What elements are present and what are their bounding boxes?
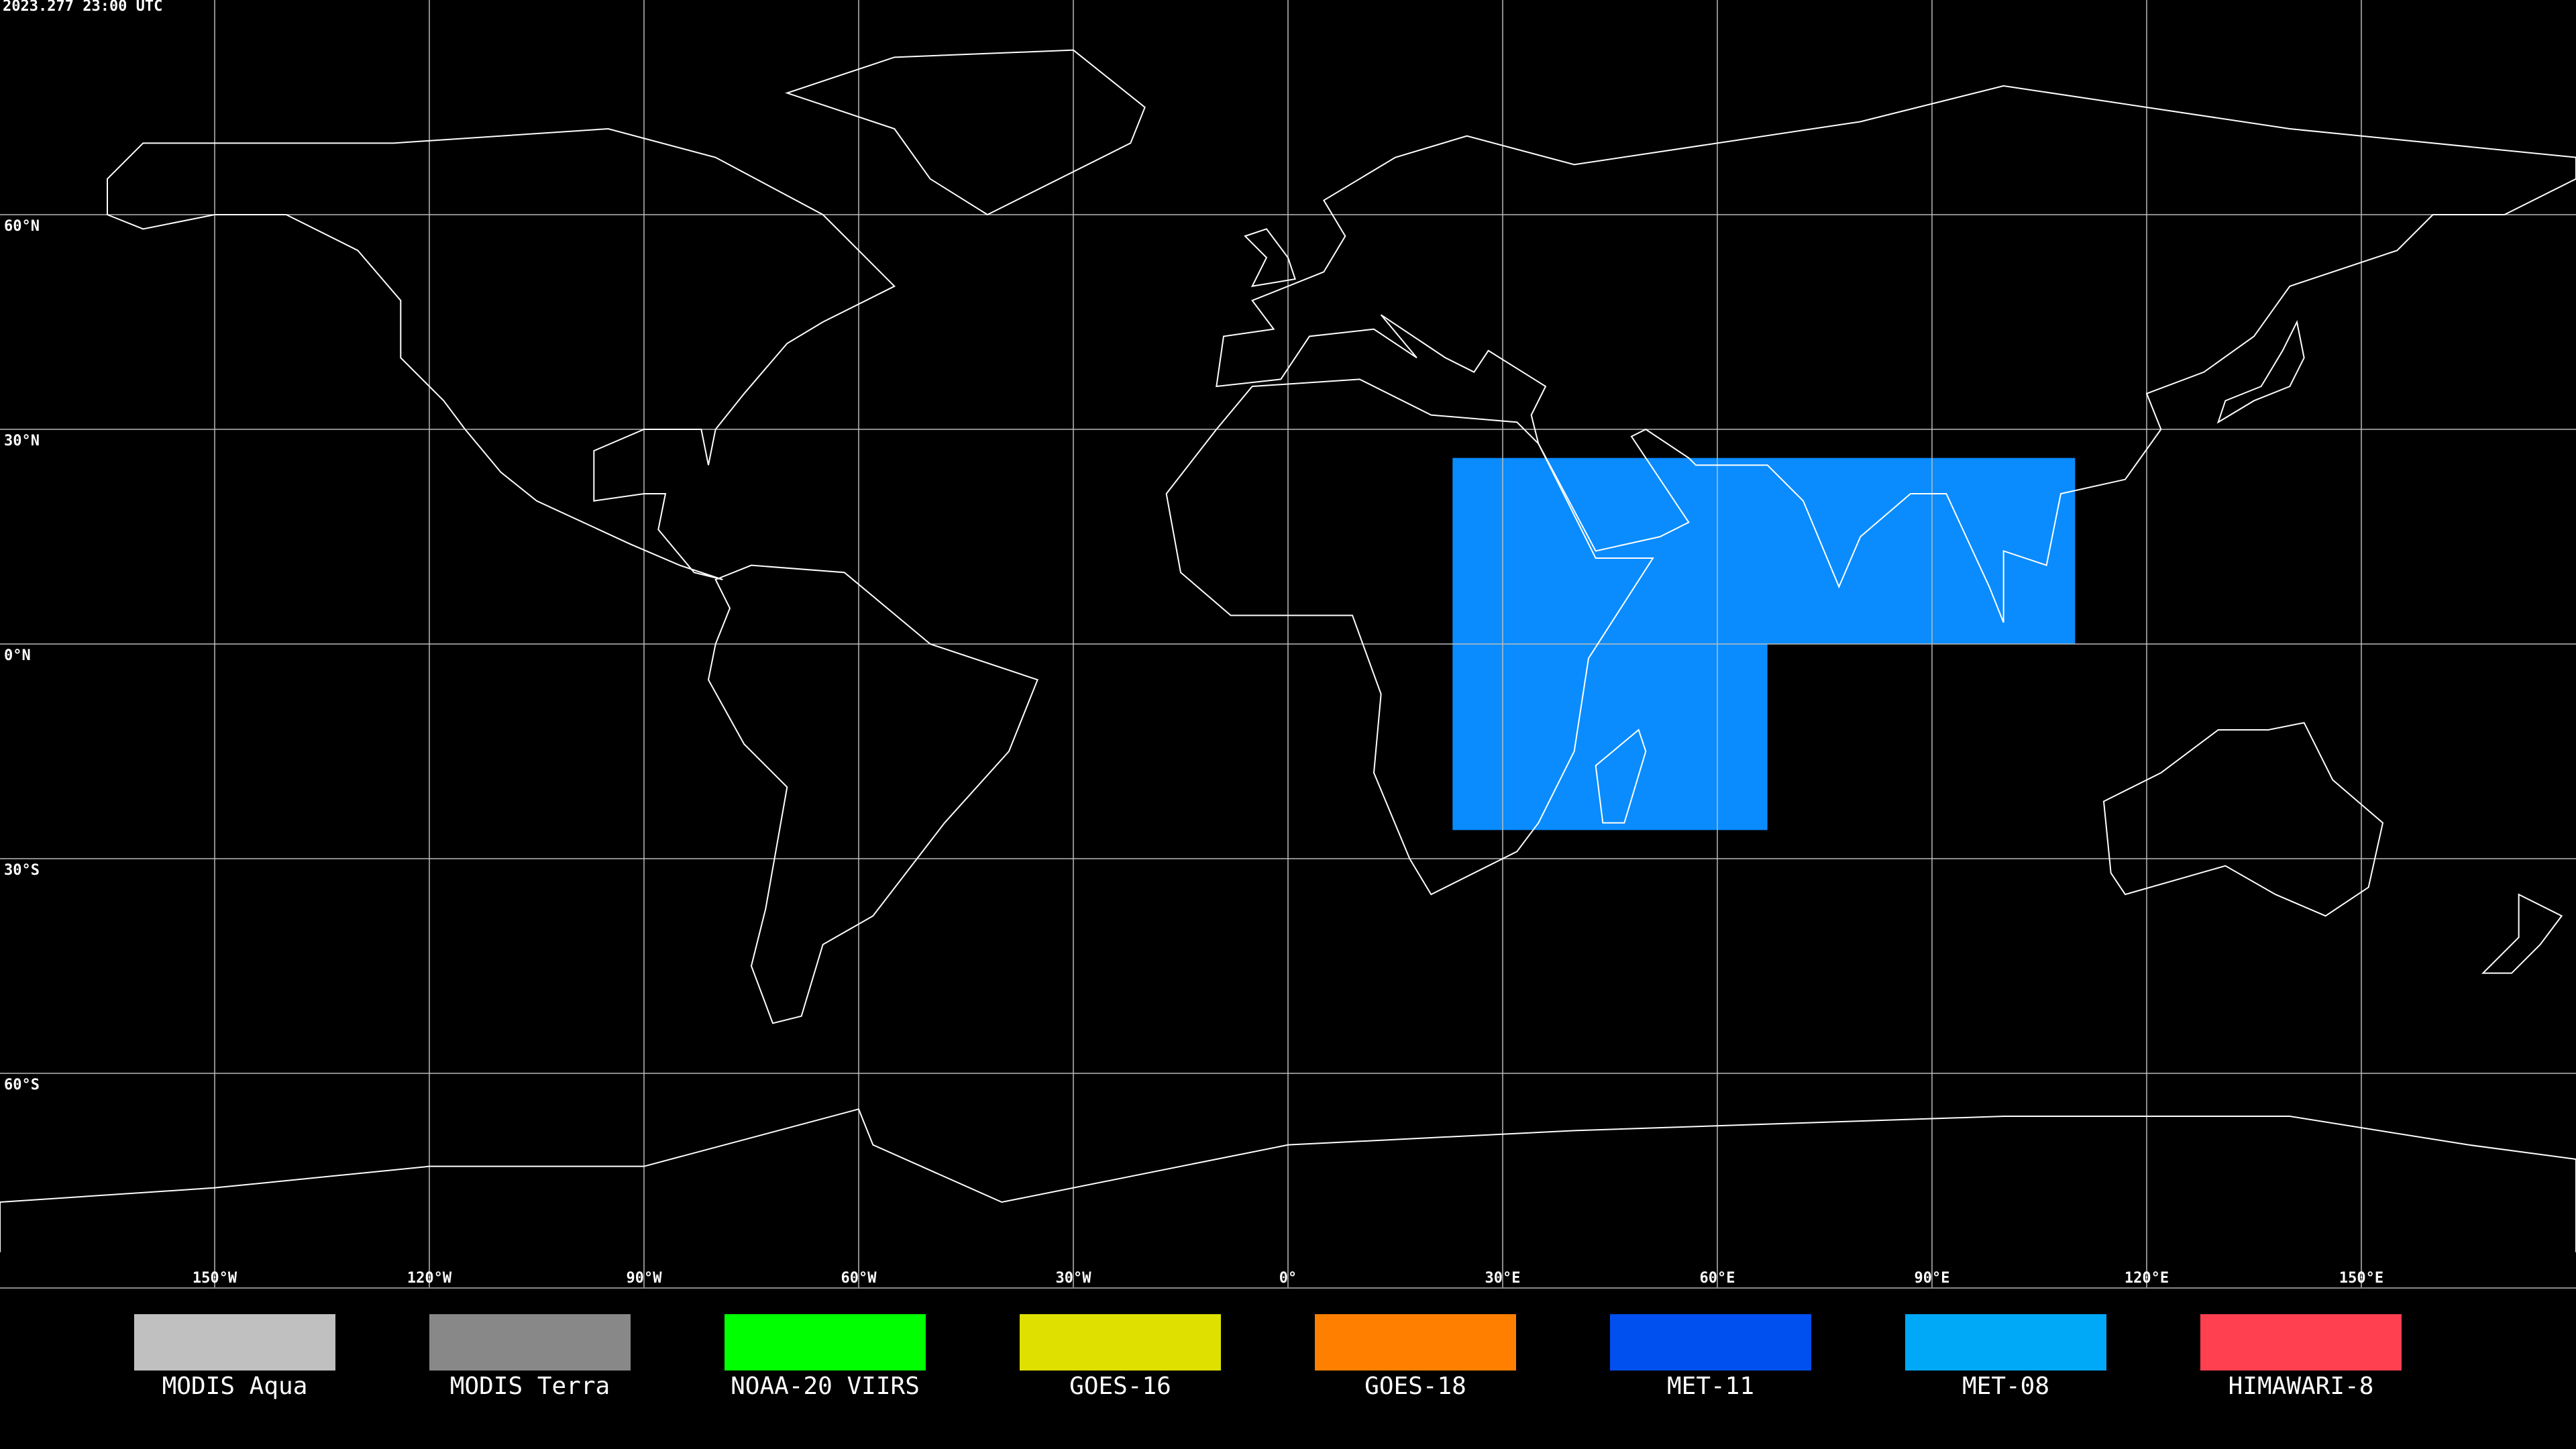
lat-label: 60°S bbox=[4, 1077, 40, 1093]
legend: MODIS Aqua MODIS Terra NOAA-20 VIIRS GOES-1… bbox=[134, 1314, 2402, 1400]
africa bbox=[1167, 379, 1653, 894]
legend-label: MET-08 bbox=[1962, 1373, 2049, 1400]
legend-label: MET-11 bbox=[1667, 1373, 1754, 1400]
legend-swatch bbox=[429, 1314, 631, 1371]
lat-label: 30°N bbox=[4, 433, 40, 449]
north-america bbox=[107, 129, 894, 580]
legend-label: HIMAWARI-8 bbox=[2229, 1373, 2374, 1400]
madagascar bbox=[1596, 730, 1646, 823]
lon-label: 150°W bbox=[193, 1270, 237, 1287]
lon-label: 120°W bbox=[407, 1270, 452, 1287]
lon-label: 90°W bbox=[627, 1270, 663, 1287]
coverage-region bbox=[1452, 644, 1768, 830]
coverage-region bbox=[1452, 458, 2076, 644]
lat-label: 0°N bbox=[4, 647, 31, 664]
britain bbox=[1245, 229, 1295, 286]
legend-swatch bbox=[1610, 1314, 1811, 1371]
lat-label: 30°S bbox=[4, 862, 40, 879]
lon-label: 30°E bbox=[1485, 1270, 1521, 1287]
legend-swatch bbox=[134, 1314, 335, 1371]
legend-swatch bbox=[1315, 1314, 1516, 1371]
lat-label: 60°N bbox=[4, 218, 40, 235]
lon-label: 150°E bbox=[2339, 1270, 2383, 1287]
legend-label: GOES-18 bbox=[1364, 1373, 1466, 1400]
legend-label: GOES-16 bbox=[1069, 1373, 1171, 1400]
greenland bbox=[787, 50, 1144, 215]
lon-label: 120°E bbox=[2125, 1270, 2169, 1287]
eurasia bbox=[1216, 86, 2576, 623]
lon-label: 30°W bbox=[1056, 1270, 1092, 1287]
legend-swatch bbox=[2200, 1314, 2402, 1371]
australia bbox=[2104, 722, 2383, 916]
legend-swatch bbox=[1020, 1314, 1221, 1371]
coastlines bbox=[0, 50, 2576, 1252]
japan bbox=[2218, 322, 2304, 422]
legend-swatch bbox=[1905, 1314, 2106, 1371]
south-america bbox=[708, 566, 1038, 1024]
legend-swatch bbox=[724, 1314, 926, 1371]
lon-label: 90°E bbox=[1915, 1270, 1950, 1287]
lon-label: 60°E bbox=[1700, 1270, 1735, 1287]
legend-label: NOAA-20 VIIRS bbox=[731, 1373, 920, 1400]
timestamp: 2023.277 23:00 UTC bbox=[3, 0, 162, 15]
coverage-layer bbox=[1452, 458, 2076, 830]
legend-label: MODIS Terra bbox=[450, 1373, 610, 1400]
legend-label: MODIS Aqua bbox=[162, 1373, 308, 1400]
graticule: 60°N 30°N 0°N 30°S 60°S 150°W 120°W 90°W 60°W 30°… bbox=[0, 0, 2576, 1288]
lon-label: 60°W bbox=[841, 1270, 877, 1287]
lon-label: 0° bbox=[1279, 1270, 1297, 1287]
antarctica bbox=[0, 1109, 2576, 1252]
new-zealand bbox=[2483, 894, 2561, 973]
